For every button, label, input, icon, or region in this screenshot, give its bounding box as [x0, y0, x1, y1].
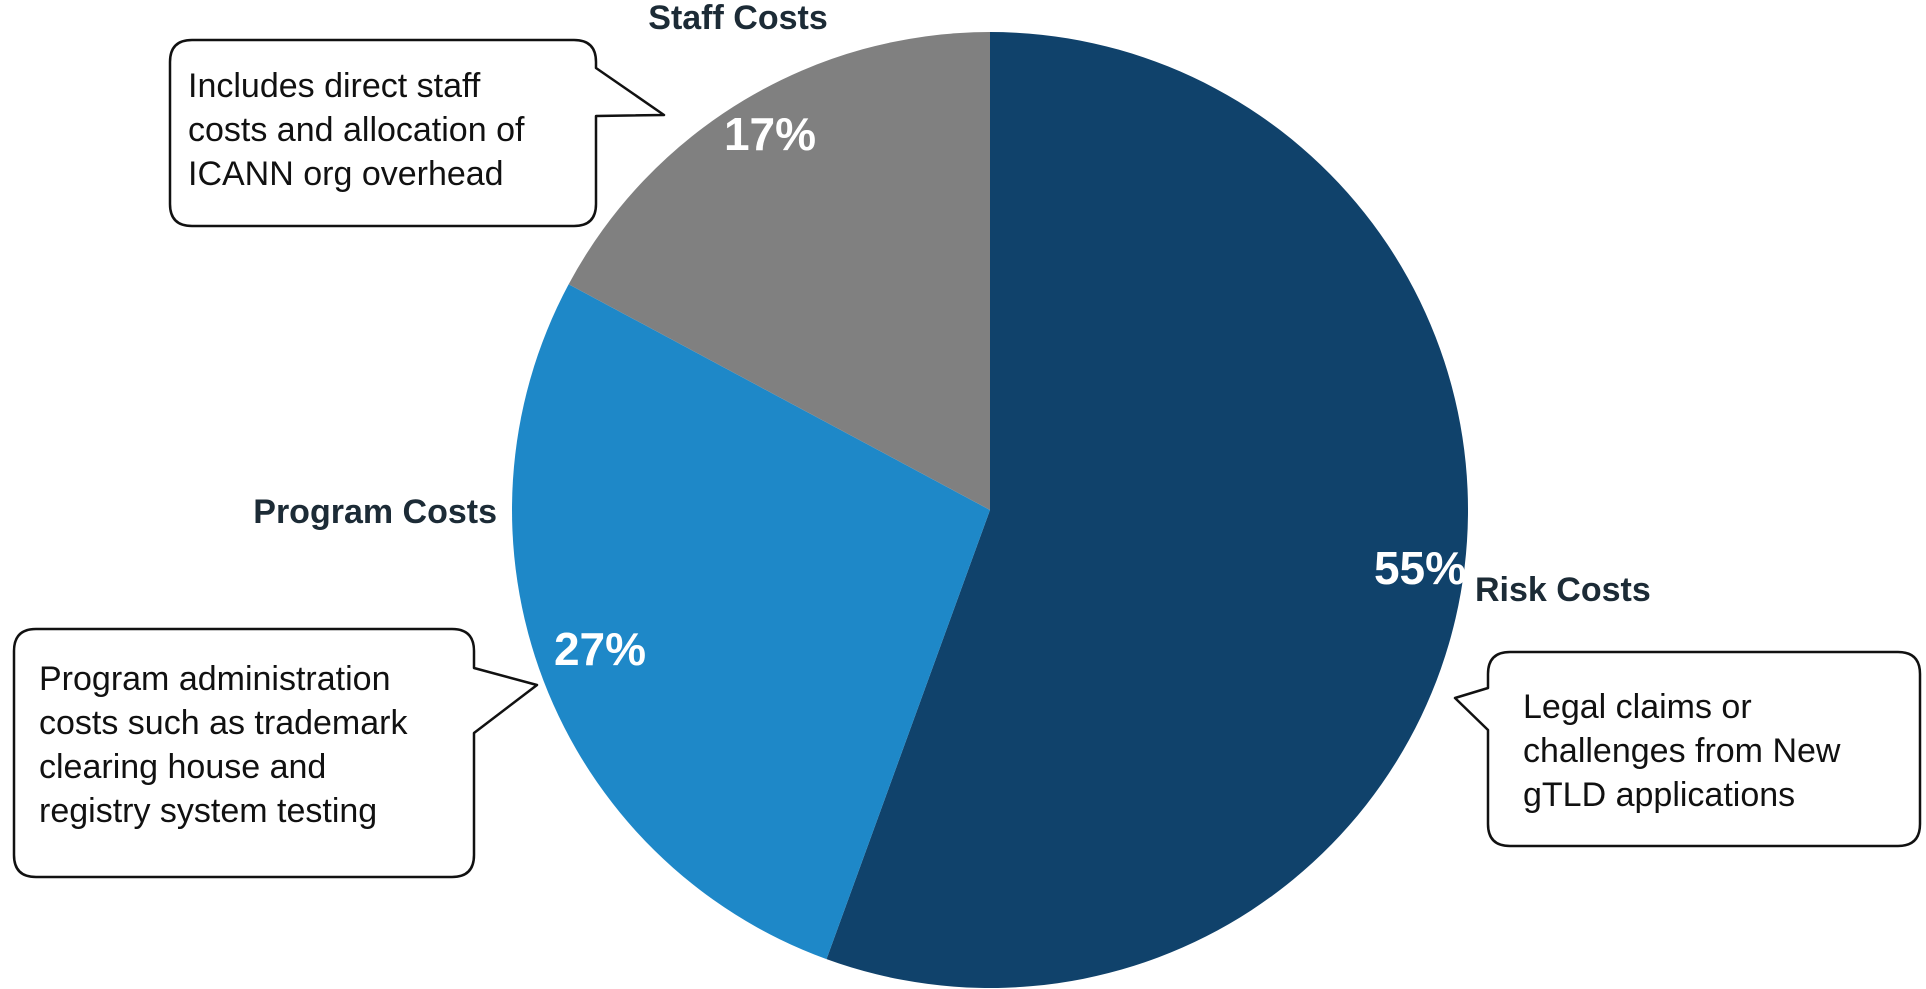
pie-slice-risk-costs	[826, 32, 1469, 989]
callout-text-line: registry system testing	[39, 792, 377, 830]
percent-label-risk-costs: 55%	[1374, 542, 1466, 594]
pie-slices	[512, 31, 1469, 989]
category-label-staff-costs: Staff Costs	[648, 0, 827, 37]
percent-label-staff-costs: 17%	[724, 108, 816, 160]
callout-text-line: costs such as trademark	[39, 704, 408, 742]
callout-staff-costs: Includes direct staff costs and allocatio…	[168, 38, 666, 228]
category-labels: Risk Costs Program Costs Staff Costs	[253, 0, 1650, 609]
pie-slice-program-costs	[512, 284, 990, 960]
pie-slice-staff-costs	[568, 31, 990, 510]
callouts: Legal claims or challenges from New gTLD a…	[12, 38, 1922, 879]
callout-text-line: ICANN org overhead	[188, 155, 504, 193]
callout-bubble	[168, 38, 666, 228]
callout-text-line: clearing house and	[39, 748, 326, 786]
callout-bubble	[12, 627, 539, 879]
callout-text-line: costs and allocation of	[188, 111, 525, 149]
callout-text-line: Legal claims or	[1523, 688, 1752, 726]
callout-text-line: challenges from New	[1523, 732, 1841, 770]
callout-text-line: gTLD applications	[1523, 776, 1795, 814]
callout-program-costs: Program administration costs such as trad…	[12, 627, 539, 879]
percent-label-program-costs: 27%	[554, 623, 646, 675]
percent-labels: 55% 27% 17%	[554, 108, 1466, 675]
callout-text-line: Program administration	[39, 660, 390, 698]
callout-bubble	[1453, 650, 1922, 848]
callout-risk-costs: Legal claims or challenges from New gTLD a…	[1453, 650, 1922, 848]
category-label-program-costs: Program Costs	[253, 493, 497, 531]
callout-text-line: Includes direct staff	[188, 67, 481, 105]
category-label-risk-costs: Risk Costs	[1475, 571, 1651, 609]
